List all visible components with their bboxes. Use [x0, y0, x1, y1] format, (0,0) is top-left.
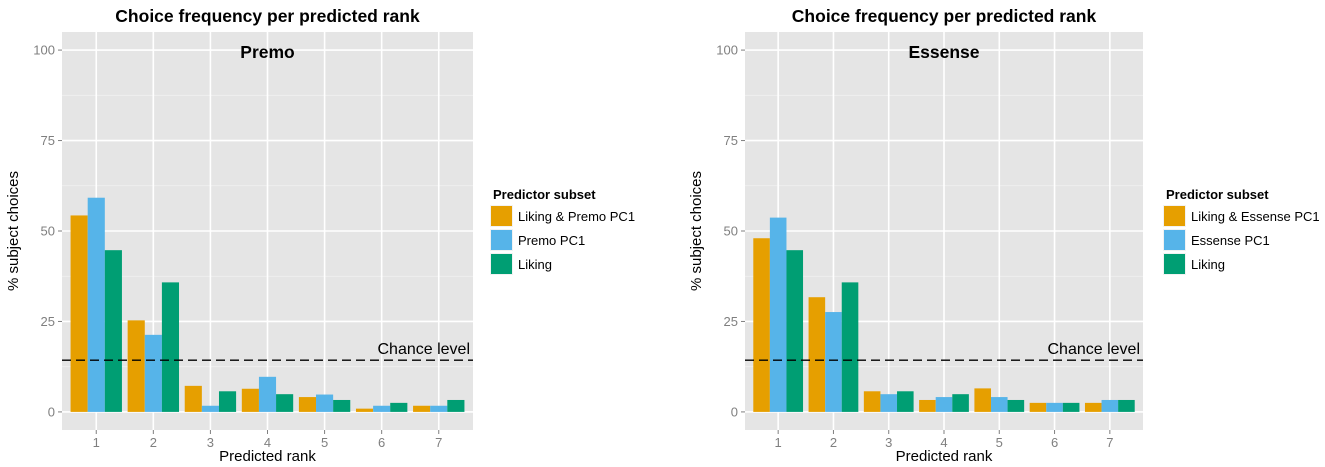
legend-label: Essense PC1	[1191, 233, 1270, 248]
x-tick-label: 7	[1106, 435, 1113, 450]
bar-premo-pc1-rank-7	[430, 405, 448, 412]
legend-label: Premo PC1	[518, 233, 585, 248]
bar-liking-rank-1	[786, 250, 804, 412]
bar-essense-pc1-rank-2	[825, 312, 842, 412]
bar-premo-pc1-rank-6	[373, 405, 391, 412]
x-tick-label: 4	[940, 435, 947, 450]
bar-liking-rank-2	[841, 282, 859, 412]
y-tick-label: 0	[48, 404, 55, 419]
y-tick-label: 50	[41, 224, 55, 239]
bar-liking-rank-5	[333, 399, 351, 412]
legend-label: Liking & Essense PC1	[1191, 209, 1320, 224]
x-tick-label: 2	[830, 435, 837, 450]
y-tick-label: 75	[724, 133, 738, 148]
x-tick-label: 6	[1051, 435, 1058, 450]
bar-liking-premo-pc1-rank-5	[298, 397, 317, 412]
bar-premo-pc1-rank-2	[144, 334, 162, 412]
bar-essense-pc1-rank-4	[935, 397, 953, 412]
bar-liking-premo-pc1-rank-3	[184, 385, 202, 412]
x-tick-label: 3	[885, 435, 892, 450]
legend: Predictor subset Liking & Premo PC1 Premo …	[490, 187, 635, 275]
chart-title: Choice frequency per predicted rank	[115, 6, 420, 26]
bar-liking-rank-3	[897, 391, 914, 412]
legend-label: Liking	[518, 257, 552, 272]
legend-swatch	[491, 230, 512, 250]
x-tick-label: 5	[321, 435, 328, 450]
x-tick-label: 5	[996, 435, 1003, 450]
bar-essense-pc1-rank-1	[769, 217, 787, 412]
bar-premo-pc1-rank-3	[201, 405, 219, 412]
legend-label: Liking	[1191, 257, 1225, 272]
bar-essense-pc1-rank-6	[1046, 402, 1063, 412]
legend: Predictor subset Liking & Essense PC1 Esse…	[1163, 187, 1320, 275]
x-tick-label: 7	[435, 435, 442, 450]
bar-premo-pc1-rank-5	[316, 394, 334, 412]
panel-label: Essense	[908, 42, 979, 62]
bar-liking-rank-1	[104, 250, 122, 412]
x-tick-label: 2	[150, 435, 157, 450]
bar-liking-premo-pc1-rank-1	[70, 215, 88, 412]
bar-liking-essense-pc1-rank-4	[919, 399, 936, 412]
legend-title: Predictor subset	[493, 187, 596, 202]
x-tick-label: 6	[378, 435, 385, 450]
x-tick-label: 1	[775, 435, 782, 450]
bar-liking-premo-pc1-rank-7	[413, 405, 431, 412]
bar-liking-essense-pc1-rank-6	[1029, 402, 1047, 412]
y-axis-label: % subject choices	[688, 171, 705, 291]
x-tick-label: 1	[93, 435, 100, 450]
bar-essense-pc1-rank-7	[1101, 399, 1119, 412]
bar-liking-essense-pc1-rank-2	[808, 297, 826, 412]
y-tick-label: 25	[41, 314, 55, 329]
bar-liking-essense-pc1-rank-3	[863, 391, 881, 412]
bar-liking-essense-pc1-rank-7	[1084, 402, 1102, 412]
bar-essense-pc1-rank-3	[880, 394, 898, 412]
bar-liking-essense-pc1-rank-5	[974, 388, 991, 412]
bar-liking-essense-pc1-rank-1	[753, 238, 770, 412]
bar-premo-pc1-rank-1	[87, 197, 105, 412]
chart-panel-2: 0 25 50 75 100 1 2 3 4 5 6 7 Chance level Choice freq…	[688, 6, 1320, 465]
bar-liking-premo-pc1-rank-4	[241, 388, 259, 412]
chart-panel-1: 0 25 50 75 100 1 2 3 4 5 6 7 Chance level Choice freq…	[5, 6, 635, 465]
x-tick-label: 4	[264, 435, 271, 450]
bar-liking-rank-7	[1118, 399, 1135, 412]
legend-title: Predictor subset	[1166, 187, 1269, 202]
bar-liking-rank-7	[447, 399, 465, 412]
bar-liking-premo-pc1-rank-2	[127, 320, 145, 412]
panel-label: Premo	[240, 42, 294, 62]
y-tick-label: 100	[716, 43, 738, 58]
chart-title: Choice frequency per predicted rank	[792, 6, 1097, 26]
legend-swatch	[1164, 254, 1185, 274]
chance-level-label: Chance level	[378, 341, 471, 358]
bar-liking-rank-2	[161, 282, 180, 412]
y-tick-label: 50	[724, 224, 738, 239]
y-tick-label: 0	[731, 404, 738, 419]
bar-liking-rank-4	[952, 394, 969, 412]
bar-liking-rank-5	[1007, 399, 1025, 412]
x-axis-label: Predicted rank	[219, 448, 316, 465]
legend-swatch	[491, 206, 512, 226]
legend-swatch	[491, 254, 512, 274]
legend-swatch	[1164, 206, 1185, 226]
y-tick-label: 100	[33, 43, 55, 58]
chance-level-label: Chance level	[1048, 341, 1141, 358]
y-tick-label: 75	[41, 133, 55, 148]
y-tick-label: 25	[724, 314, 738, 329]
bar-premo-pc1-rank-4	[258, 376, 277, 412]
bar-essense-pc1-rank-5	[990, 397, 1008, 412]
bar-liking-rank-3	[218, 391, 237, 412]
bar-liking-premo-pc1-rank-6	[355, 408, 374, 412]
y-axis-label: % subject choices	[5, 171, 22, 291]
legend-label: Liking & Premo PC1	[518, 209, 635, 224]
legend-swatch	[1164, 230, 1185, 250]
x-tick-label: 3	[207, 435, 214, 450]
bar-liking-rank-6	[390, 402, 408, 412]
bar-liking-rank-6	[1062, 402, 1080, 412]
x-axis-label: Predicted rank	[896, 448, 993, 465]
bar-liking-rank-4	[276, 394, 294, 412]
